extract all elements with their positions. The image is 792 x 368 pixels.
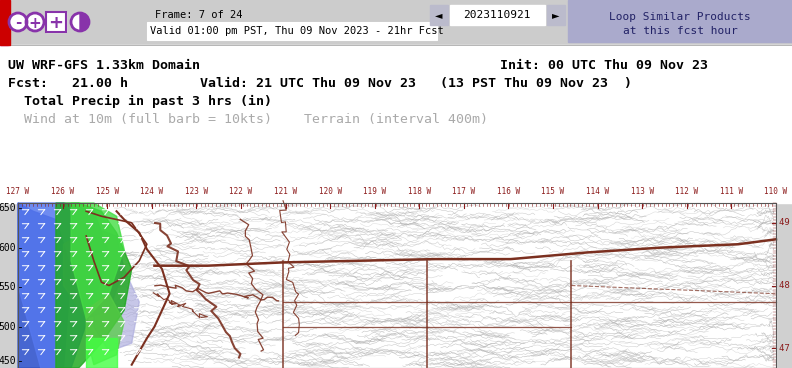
Text: 117 W: 117 W: [452, 187, 475, 196]
Text: 121 W: 121 W: [274, 187, 297, 196]
Text: +: +: [29, 15, 41, 31]
Text: Init: 00 UTC Thu 09 Nov 23: Init: 00 UTC Thu 09 Nov 23: [500, 59, 708, 72]
Text: 111 W: 111 W: [720, 187, 743, 196]
Polygon shape: [56, 203, 131, 368]
Text: 120 W: 120 W: [318, 187, 341, 196]
Text: 123 W: 123 W: [185, 187, 208, 196]
Text: 113 W: 113 W: [630, 187, 654, 196]
Text: 450: 450: [0, 356, 16, 367]
Text: 48 N: 48 N: [779, 281, 792, 290]
Text: 124 W: 124 W: [140, 187, 163, 196]
Text: 125 W: 125 W: [96, 187, 119, 196]
Bar: [86, 338, 116, 368]
Circle shape: [9, 13, 27, 31]
Polygon shape: [86, 294, 124, 365]
Text: 47 N: 47 N: [779, 344, 792, 353]
Text: 112 W: 112 W: [676, 187, 699, 196]
Text: 500: 500: [0, 322, 16, 332]
Text: Valid: 21 UTC Thu 09 Nov 23   (13 PST Thu 09 Nov 23  ): Valid: 21 UTC Thu 09 Nov 23 (13 PST Thu …: [200, 77, 632, 90]
Text: at this fcst hour: at this fcst hour: [623, 26, 737, 36]
Text: 114 W: 114 W: [586, 187, 609, 196]
Text: 127 W: 127 W: [6, 187, 29, 196]
Polygon shape: [63, 228, 124, 318]
Text: Total Precip in past 3 hrs (in): Total Precip in past 3 hrs (in): [8, 95, 272, 108]
Polygon shape: [71, 203, 124, 318]
Polygon shape: [18, 203, 109, 368]
Bar: [547, 5, 565, 25]
Bar: [0, 0, 8, 45]
Text: +: +: [48, 14, 63, 32]
Wedge shape: [80, 14, 88, 30]
Text: Loop Similar Products: Loop Similar Products: [609, 12, 751, 22]
Text: ►: ►: [552, 10, 560, 20]
Text: -: -: [15, 15, 21, 31]
Circle shape: [71, 13, 89, 31]
Text: Frame: 7 of 24: Frame: 7 of 24: [155, 10, 242, 20]
Text: 116 W: 116 W: [497, 187, 520, 196]
Text: 115 W: 115 W: [542, 187, 565, 196]
Bar: [450, 5, 545, 25]
Text: 650: 650: [0, 203, 16, 213]
Bar: [46, 12, 66, 32]
Text: ◄: ◄: [436, 10, 443, 20]
Text: 110 W: 110 W: [764, 187, 787, 196]
Bar: [18, 203, 776, 368]
Bar: [568, 0, 792, 42]
Text: 600: 600: [0, 243, 16, 252]
Text: UW WRF-GFS 1.33km Domain: UW WRF-GFS 1.33km Domain: [8, 59, 200, 72]
Bar: [0, 0, 792, 45]
Bar: [0, 185, 792, 203]
Text: Valid 01:00 pm PST, Thu 09 Nov 2023 - 21hr Fcst: Valid 01:00 pm PST, Thu 09 Nov 2023 - 21…: [150, 26, 444, 36]
Text: 126 W: 126 W: [51, 187, 74, 196]
Text: Wind at 10m (full barb = 10kts)    Terrain (interval 400m): Wind at 10m (full barb = 10kts) Terrain …: [8, 113, 488, 126]
Bar: [430, 5, 448, 25]
Text: 2023110921: 2023110921: [463, 10, 531, 20]
Text: 49 N: 49 N: [779, 218, 792, 227]
Text: 122 W: 122 W: [230, 187, 253, 196]
Bar: [147, 22, 437, 40]
Text: Fcst:   21.00 h: Fcst: 21.00 h: [8, 77, 128, 90]
Text: 119 W: 119 W: [364, 187, 386, 196]
Bar: [0, 45, 792, 185]
Text: 550: 550: [0, 282, 16, 292]
Text: 118 W: 118 W: [408, 187, 431, 196]
Bar: [18, 203, 776, 368]
Circle shape: [26, 13, 44, 31]
Bar: [0, 0, 10, 45]
Polygon shape: [18, 203, 71, 368]
Bar: [46, 12, 66, 32]
Polygon shape: [93, 269, 139, 351]
